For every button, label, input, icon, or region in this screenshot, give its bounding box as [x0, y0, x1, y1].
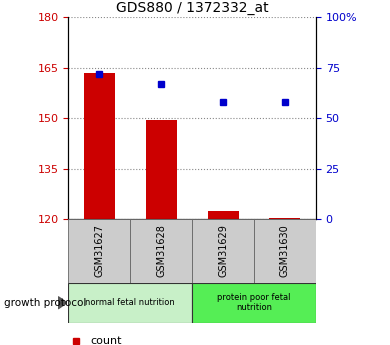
Text: growth protocol: growth protocol — [4, 298, 86, 308]
Text: GSM31630: GSM31630 — [280, 225, 290, 277]
Text: GSM31628: GSM31628 — [156, 225, 166, 277]
Bar — [192, 219, 254, 283]
Text: normal fetal nutrition: normal fetal nutrition — [85, 298, 175, 307]
Bar — [84, 73, 115, 219]
Title: GDS880 / 1372332_at: GDS880 / 1372332_at — [116, 1, 268, 15]
Bar — [207, 211, 239, 219]
Text: count: count — [91, 336, 122, 345]
Bar — [254, 219, 316, 283]
Bar — [68, 219, 130, 283]
Bar — [269, 218, 300, 219]
Bar — [130, 219, 192, 283]
Text: protein poor fetal
nutrition: protein poor fetal nutrition — [217, 293, 291, 313]
Polygon shape — [58, 297, 67, 309]
Bar — [68, 283, 192, 323]
Bar — [145, 120, 177, 219]
Text: GSM31629: GSM31629 — [218, 225, 228, 277]
Bar — [192, 283, 316, 323]
Text: GSM31627: GSM31627 — [94, 225, 104, 277]
